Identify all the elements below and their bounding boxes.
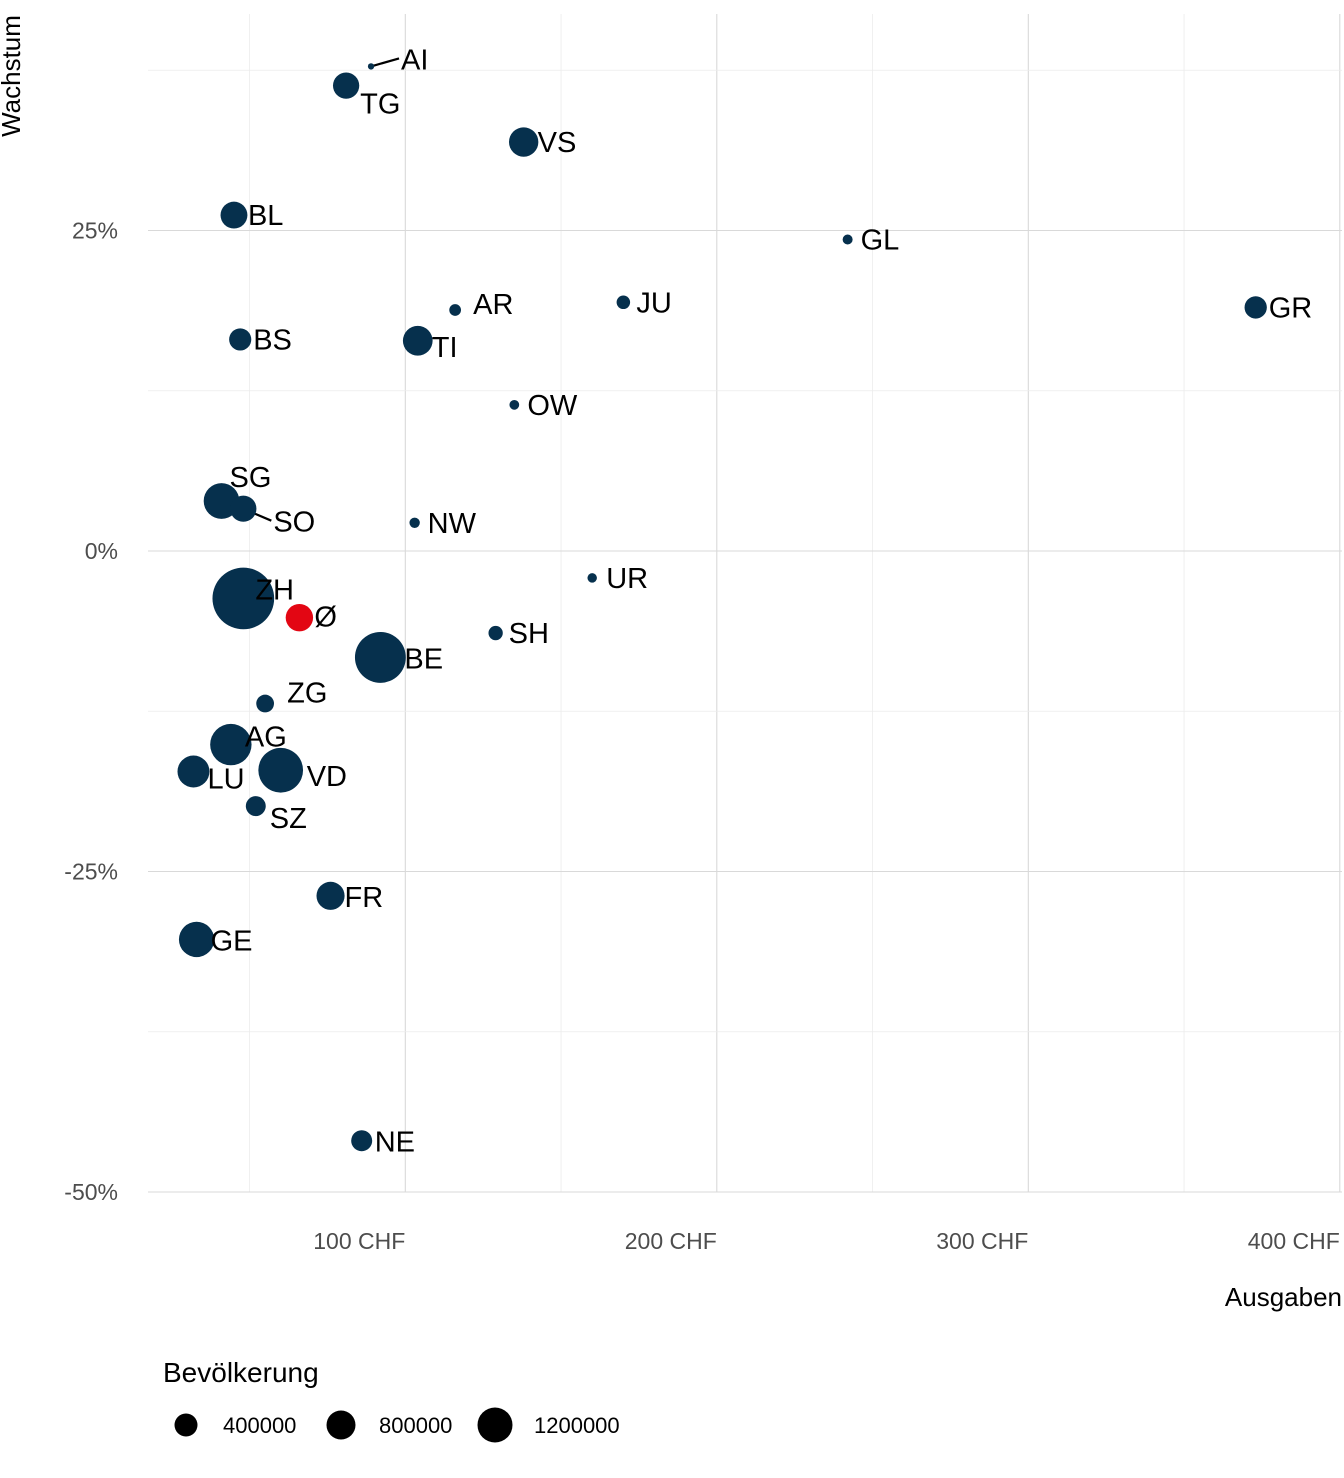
label-lu: LU — [207, 764, 244, 796]
label-gr: GR — [1269, 292, 1313, 324]
label-vs: VS — [538, 127, 577, 159]
x-tick-label: 300 CHF — [936, 1228, 1028, 1254]
label-sz: SZ — [270, 803, 307, 835]
label-gl: GL — [861, 224, 900, 256]
legend-label-1200000: 1200000 — [534, 1413, 620, 1438]
data-points — [177, 63, 1267, 1152]
y-tick-label: 25% — [72, 218, 118, 244]
point-so — [230, 495, 257, 522]
label-tg: TG — [360, 89, 400, 121]
x-axis: 100 CHF 200 CHF 300 CHF 400 CHF — [313, 1228, 1340, 1254]
label-ur: UR — [606, 563, 648, 595]
y-tick-label: -25% — [64, 859, 118, 885]
label-vd: VD — [307, 761, 347, 793]
label-ai: AI — [401, 44, 428, 76]
point-bl — [220, 201, 248, 229]
legend-label-800000: 800000 — [379, 1413, 452, 1438]
leader-ai — [370, 57, 400, 68]
x-tick-label: 400 CHF — [1248, 1228, 1340, 1254]
point-ag — [210, 723, 252, 766]
label-bs: BS — [253, 324, 292, 356]
point-gr — [1244, 296, 1267, 319]
point-tg — [332, 72, 360, 99]
label-ne: NE — [375, 1127, 415, 1159]
point-ne — [351, 1130, 373, 1152]
point-ur — [587, 573, 597, 583]
point-ge — [178, 921, 215, 958]
point-nw — [409, 517, 420, 528]
label-nw: NW — [428, 508, 477, 540]
label-so: SO — [273, 507, 315, 539]
label-zh: ZH — [255, 574, 294, 606]
point-fr — [316, 881, 345, 910]
point-sh — [488, 625, 503, 641]
label-zg: ZG — [287, 678, 327, 710]
legend-title: Bevölkerung — [163, 1357, 319, 1388]
point-vs — [508, 127, 539, 157]
legend-circle-400000 — [174, 1413, 198, 1437]
legend-label-400000: 400000 — [223, 1413, 296, 1438]
label-ar: AR — [473, 289, 513, 321]
point-ai — [367, 63, 375, 70]
label-ag: AG — [245, 722, 287, 754]
point-vd — [258, 747, 304, 793]
y-axis-title: Wachstum — [0, 15, 26, 137]
x-axis-title: Ausgaben — [1225, 1282, 1342, 1312]
point-ar — [449, 304, 462, 316]
point-zh — [212, 567, 275, 630]
legend-circle-800000 — [326, 1410, 356, 1440]
y-axis: 25% 0% -25% -50% — [64, 218, 118, 1206]
point-zg — [256, 694, 274, 713]
label-ge: GE — [211, 925, 253, 957]
label-average: Ø — [314, 602, 337, 634]
y-tick-label: 0% — [85, 538, 118, 564]
point-be — [354, 631, 406, 683]
label-ow: OW — [527, 390, 578, 422]
label-bl: BL — [248, 200, 283, 232]
size-legend: Bevölkerung 400000 800000 1200000 — [163, 1357, 620, 1443]
point-gl — [842, 234, 853, 245]
point-lu — [177, 755, 210, 788]
label-fr: FR — [345, 882, 384, 914]
label-ti: TI — [432, 332, 458, 364]
label-sg: SG — [230, 462, 272, 494]
point-sz — [245, 796, 266, 817]
point-ti — [402, 325, 433, 356]
point-ju — [616, 295, 631, 310]
label-be: BE — [404, 643, 443, 675]
x-tick-label: 100 CHF — [313, 1228, 405, 1254]
label-leaders — [242, 57, 400, 522]
grid — [148, 14, 1342, 1193]
label-ju: JU — [636, 287, 671, 319]
y-tick-label: -50% — [64, 1179, 118, 1205]
x-tick-label: 200 CHF — [625, 1228, 717, 1254]
legend-circle-1200000 — [477, 1407, 513, 1443]
point-bs — [229, 328, 252, 351]
point-average — [285, 603, 314, 632]
label-sh: SH — [509, 618, 549, 650]
point-ow — [509, 399, 520, 410]
